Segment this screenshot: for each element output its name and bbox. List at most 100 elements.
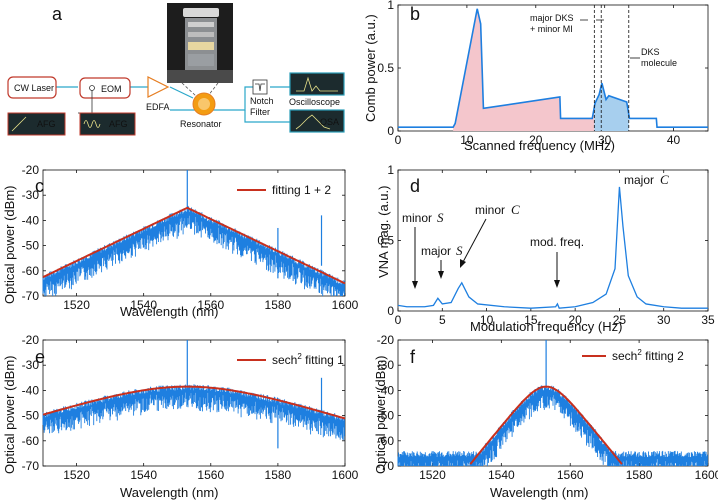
panel-d-xtick-label: 20 <box>568 313 582 327</box>
panel-e-ytick-label: -50 <box>22 409 40 423</box>
panel-f-ytick-label: -40 <box>377 383 395 397</box>
panel-d-xtick-label: 30 <box>657 313 671 327</box>
annot-major-s-sym: S <box>456 243 463 258</box>
panel-f-frame <box>397 339 709 467</box>
notch-filter-icon <box>252 79 268 95</box>
oscilloscope-label: Oscilloscope <box>289 97 340 107</box>
panel-d-letter: d <box>410 176 420 196</box>
annot-dks: DKS <box>641 47 660 57</box>
panel-f-xtick-label: 1580 <box>626 468 653 482</box>
panel-d-ytick-label: 0.5 <box>377 234 394 248</box>
panel-e-xtick-label: 1560 <box>197 468 224 482</box>
panel-f-ytick-label: -70 <box>377 459 395 473</box>
panel-c-xtick-label: 1600 <box>332 298 359 312</box>
eom-box <box>79 77 131 99</box>
panel-e-ytick-label: -20 <box>22 333 40 347</box>
oscilloscope-icon <box>289 72 345 96</box>
panel-d-xtick-label: 25 <box>613 313 627 327</box>
panel-f-ytick-label: -50 <box>377 409 395 423</box>
panel-b-xtick-label: 40 <box>667 133 681 147</box>
panel-b-letter: b <box>410 4 420 24</box>
panel-d-ylabel: VNA mag. (a.u.) <box>376 186 391 278</box>
panel-a-letter: a <box>52 4 63 24</box>
annot-minor-s: minor <box>402 211 432 225</box>
panel-d-xlabel: Modulation frequency (Hz) <box>470 319 622 334</box>
panel-e-xtick-label: 1540 <box>130 468 157 482</box>
panel-c-ytick-label: -30 <box>22 188 40 202</box>
cw-laser-label: CW Laser <box>14 83 54 93</box>
panel-f: f Wavelength (nm) Optical power (dBm) se… <box>373 333 718 500</box>
panel-d-xtick-label: 35 <box>701 313 715 327</box>
afg-2-label: AFG <box>109 119 128 129</box>
afg-1-label: AFG <box>37 119 56 129</box>
panel-c: c Wavelength (nm) Optical power (dBm) fi… <box>2 163 359 319</box>
panel-f-ytick-label: -60 <box>377 434 395 448</box>
panel-b-xtick-label: 20 <box>529 133 543 147</box>
panel-f-fit <box>469 385 623 465</box>
panel-d-xtick-label: 15 <box>524 313 538 327</box>
resonator-photo <box>167 3 233 83</box>
panel-c-legend: fitting 1 + 2 <box>272 183 331 197</box>
panel-e-ytick-label: -40 <box>22 383 40 397</box>
panel-f-xtick-label: 1600 <box>695 468 718 482</box>
panel-b-xtick-label: 10 <box>460 133 474 147</box>
annot-minor-c: minor <box>475 203 505 217</box>
panel-b-xtick-label: 0 <box>395 133 402 147</box>
panel-b-xtick-label: 30 <box>598 133 612 147</box>
panel-b: b Scanned frequency (MHz) Comb power (a.… <box>363 0 709 153</box>
panel-c-xtick-label: 1540 <box>130 298 157 312</box>
panel-d: d Modulation frequency (Hz) VNA mag. (a.… <box>376 163 715 334</box>
panel-f-spectrum <box>397 385 708 466</box>
panel-f-xtick-label: 1540 <box>488 468 515 482</box>
panel-e-fit <box>42 385 346 420</box>
panel-f-ylabel: Optical power (dBm) <box>373 356 388 474</box>
panel-d-ytick-label: 1 <box>387 163 394 177</box>
panel-b-ylabel: Comb power (a.u.) <box>363 14 378 122</box>
panel-b-blue-area <box>594 83 629 131</box>
panel-b-ytick-label: 0.5 <box>377 61 394 75</box>
panel-c-ytick-label: -20 <box>22 163 40 177</box>
panel-e: e Wavelength (nm) Optical power (dBm) se… <box>2 333 359 500</box>
eom-label: EOM <box>101 84 122 94</box>
panel-d-xtick-label: 10 <box>480 313 494 327</box>
panel-e-spectrum <box>42 384 345 441</box>
panel-c-letter: c <box>35 176 44 196</box>
panel-d-trace <box>397 186 708 309</box>
panel-b-xlabel: Scanned frequency (MHz) <box>464 138 615 153</box>
panel-f-letter: f <box>410 347 416 367</box>
panel-c-xtick-label: 1580 <box>265 298 292 312</box>
annot-major-c-sym: C <box>660 172 669 187</box>
panel-e-frame <box>42 339 346 467</box>
panel-e-xtick-label: 1600 <box>332 468 359 482</box>
panel-c-ytick-label: -70 <box>22 289 40 303</box>
panel-e-ytick-label: -30 <box>22 358 40 372</box>
panel-e-ytick-label: -70 <box>22 459 40 473</box>
panel-c-xtick-label: 1520 <box>63 298 90 312</box>
filter-label: Filter <box>250 107 270 117</box>
panel-e-ylabel: Optical power (dBm) <box>2 356 17 474</box>
annot-minor-mi: + minor MI <box>530 24 573 34</box>
panel-c-ytick-label: -40 <box>22 213 40 227</box>
edfa-triangle <box>147 76 170 98</box>
panel-d-ytick-label: 0 <box>387 304 394 318</box>
panel-d-xtick-label: 0 <box>395 313 402 327</box>
panel-b-ytick-label: 0 <box>387 124 394 138</box>
panel-c-ytick-label: -60 <box>22 264 40 278</box>
panel-c-ylabel: Optical power (dBm) <box>2 186 17 304</box>
panel-c-xlabel: Wavelength (nm) <box>120 304 219 319</box>
osa-label: OSA <box>320 117 339 127</box>
panel-e-xtick-label: 1580 <box>265 468 292 482</box>
annot-minor-c-sym: C <box>511 202 520 217</box>
annot-mod-freq: mod. freq. <box>530 235 584 249</box>
annot-major-c: major <box>624 173 654 187</box>
panel-c-ytick-label: -50 <box>22 239 40 253</box>
panel-f-xtick-label: 1560 <box>557 468 584 482</box>
arrow-minor-c <box>462 218 487 263</box>
annot-molecule: molecule <box>641 58 677 68</box>
panel-e-xlabel: Wavelength (nm) <box>120 485 219 500</box>
panel-a: a CW Laser EOM EDFA <box>7 3 345 136</box>
panel-b-trace <box>398 8 708 129</box>
panel-f-ytick-label: -30 <box>377 358 395 372</box>
afg-2-icon <box>79 112 136 136</box>
